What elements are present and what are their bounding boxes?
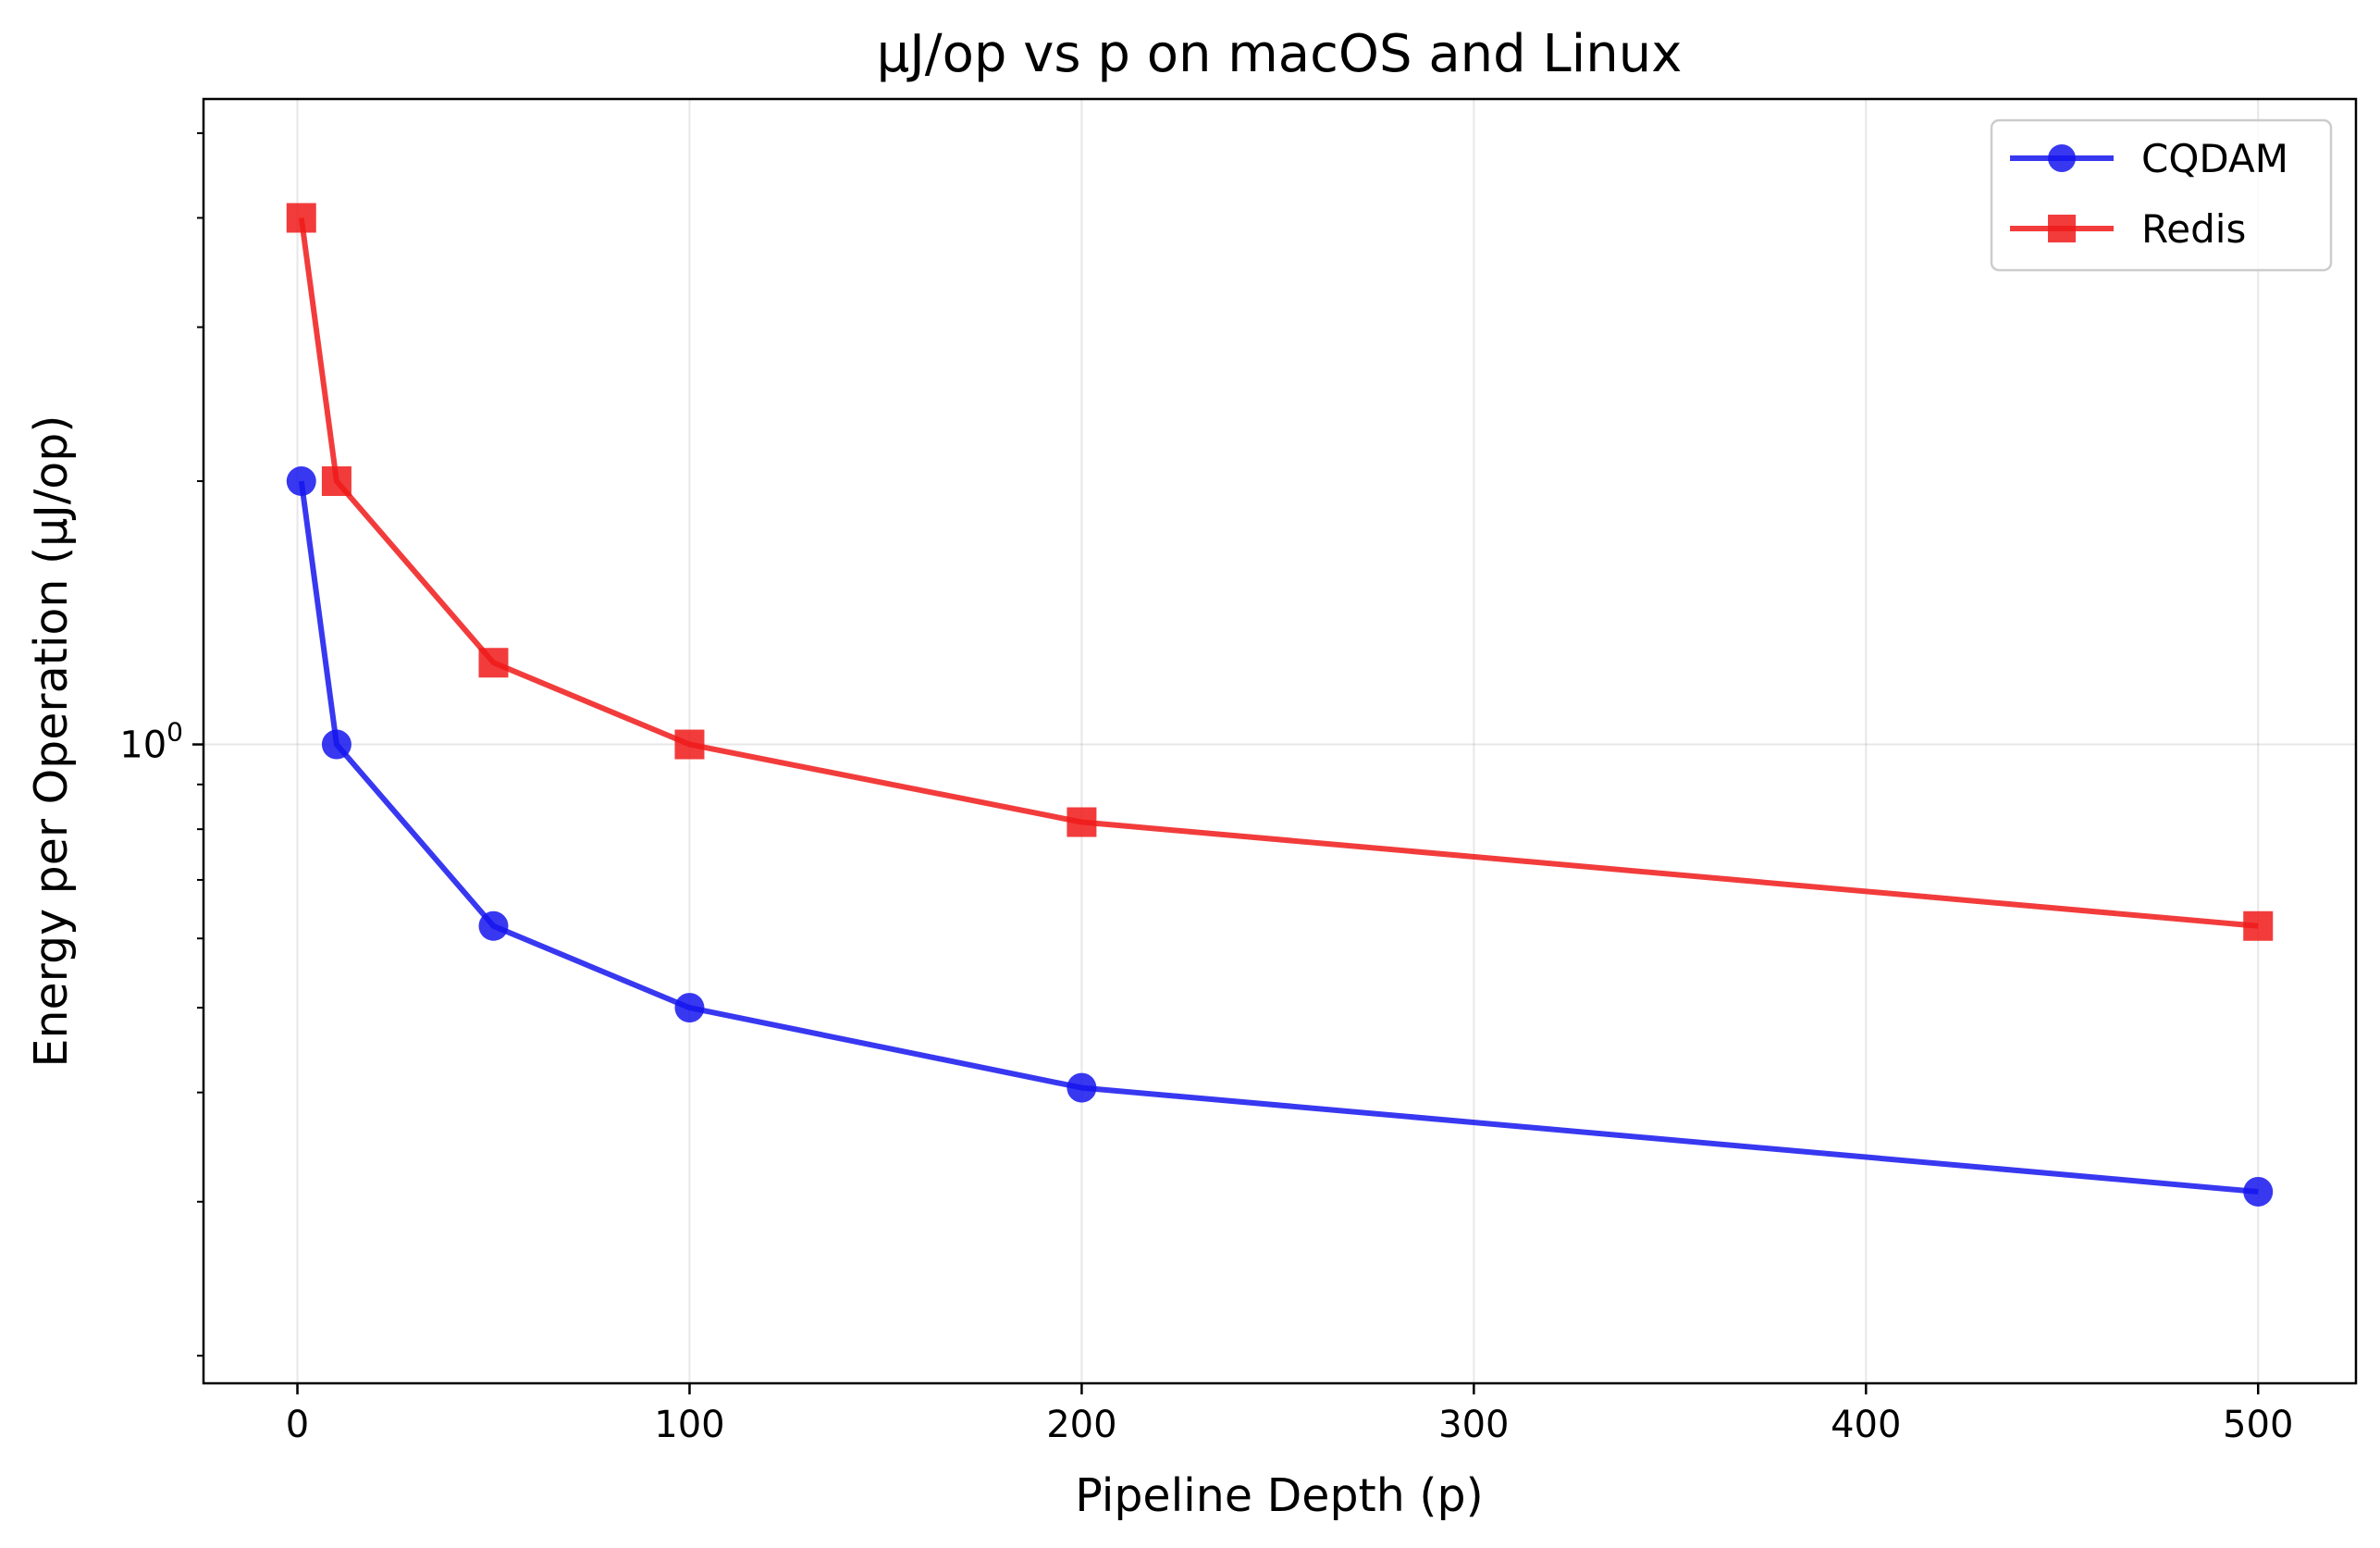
data-point-cqdam — [478, 910, 509, 941]
data-point-redis — [286, 203, 316, 233]
data-point-cqdam — [674, 993, 705, 1023]
data-point-cqdam — [2243, 1176, 2274, 1207]
x-axis-label: Pipeline Depth (p) — [1075, 1469, 1484, 1522]
series-line-cqdam — [298, 480, 2259, 1195]
plot-frame — [202, 97, 2358, 1385]
data-point-cqdam — [286, 466, 316, 497]
series-line-redis — [298, 217, 2259, 929]
x-tick-label: 300 — [1438, 1404, 1509, 1446]
data-point-redis — [478, 648, 509, 678]
legend-label-redis: Redis — [2141, 206, 2246, 252]
data-point-redis — [1067, 807, 1097, 837]
legend-marker-cqdam — [2048, 144, 2076, 172]
x-tick-label: 400 — [1831, 1404, 1901, 1446]
data-point-cqdam — [321, 729, 351, 760]
data-point-redis — [674, 729, 705, 760]
legend: CQDAM Redis — [1990, 118, 2333, 272]
x-tick-label: 100 — [654, 1404, 724, 1446]
legend-marker-redis — [2048, 215, 2076, 242]
legend-label-cqdam: CQDAM — [2141, 136, 2288, 181]
data-point-cqdam — [1067, 1072, 1097, 1103]
x-tick-label: 0 — [286, 1404, 309, 1446]
y-axis-label: Energy per Operation (μJ/op) — [25, 415, 78, 1068]
data-point-redis — [2243, 910, 2274, 941]
x-tick-label: 500 — [2223, 1404, 2293, 1446]
series-layer — [286, 203, 2274, 1207]
data-point-redis — [321, 466, 351, 497]
x-tick-label: 200 — [1046, 1404, 1116, 1446]
chart-title: μJ/op vs p on macOS and Linux — [877, 24, 1683, 84]
